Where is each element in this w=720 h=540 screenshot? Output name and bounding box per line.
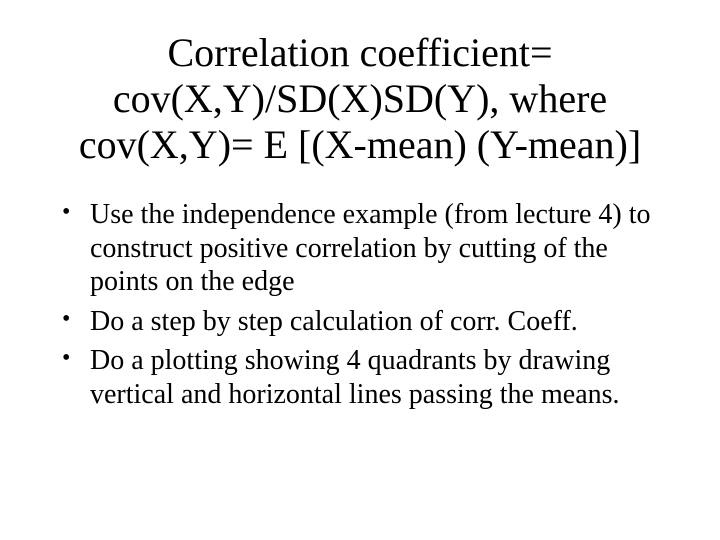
slide: Correlation coefficient= cov(X,Y)/SD(X)S… — [0, 0, 720, 540]
list-item: Do a plotting showing 4 quadrants by dra… — [90, 344, 670, 411]
list-item: Do a step by step calculation of corr. C… — [90, 305, 670, 339]
list-item: Use the independence example (from lectu… — [90, 198, 670, 299]
bullet-list: Use the independence example (from lectu… — [40, 198, 680, 418]
slide-title: Correlation coefficient= cov(X,Y)/SD(X)S… — [40, 30, 680, 168]
